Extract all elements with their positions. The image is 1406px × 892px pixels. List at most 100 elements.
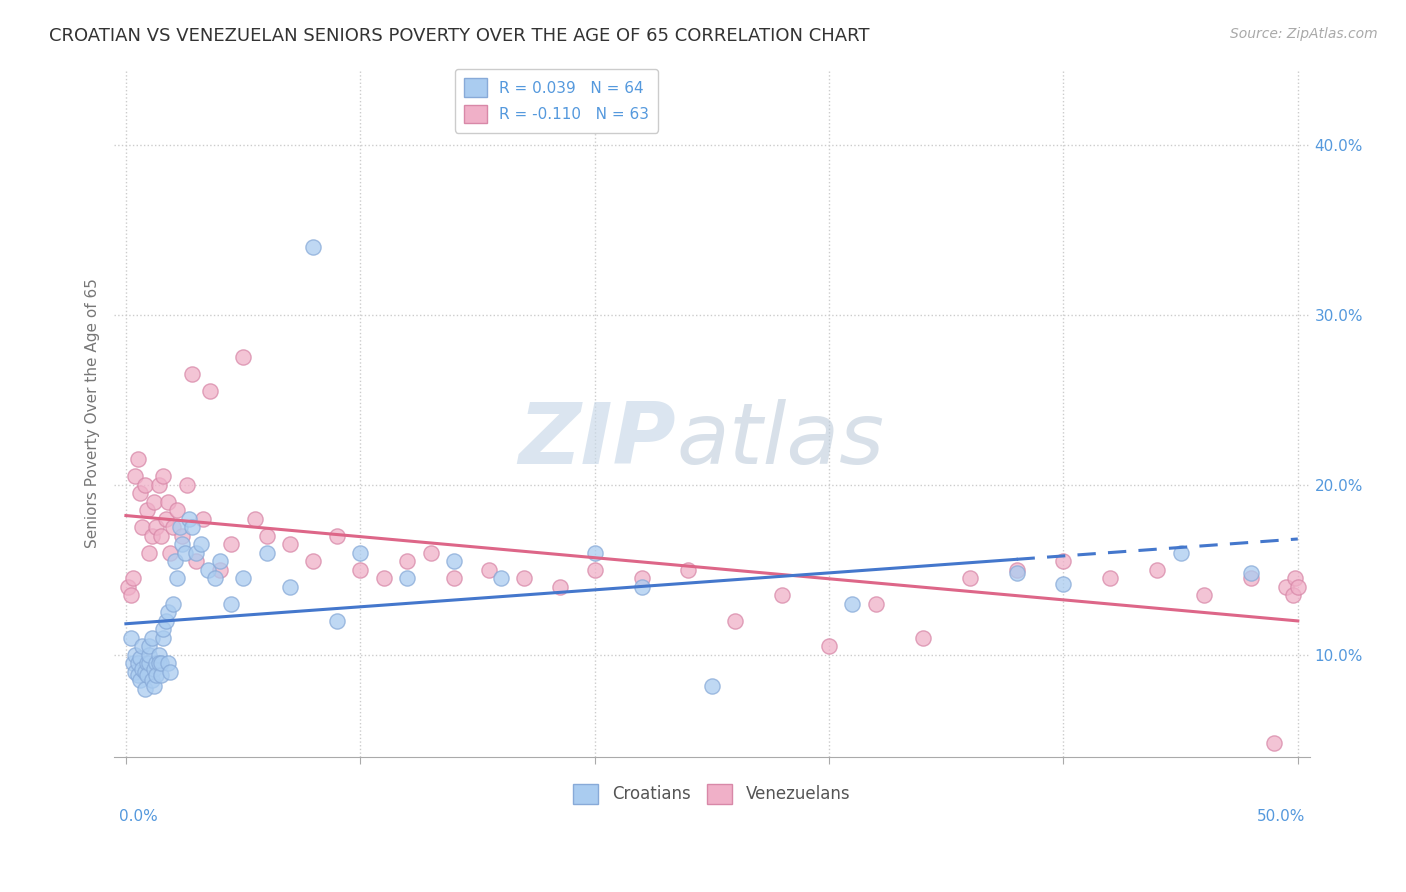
Point xyxy=(208,563,231,577)
Point xyxy=(278,537,301,551)
Point xyxy=(1284,572,1306,586)
Point xyxy=(131,520,153,534)
Point xyxy=(443,554,465,568)
Point xyxy=(190,537,212,551)
Point xyxy=(131,662,153,676)
Point xyxy=(1192,589,1215,603)
Point xyxy=(120,589,142,603)
Point xyxy=(197,563,219,577)
Point xyxy=(204,572,226,586)
Point xyxy=(152,623,174,637)
Point xyxy=(1146,563,1168,577)
Point xyxy=(302,554,325,568)
Point xyxy=(419,546,441,560)
Point xyxy=(152,631,174,645)
Point xyxy=(138,648,160,662)
Point xyxy=(349,563,371,577)
Point xyxy=(169,520,191,534)
Point xyxy=(127,657,149,671)
Point xyxy=(221,597,243,611)
Point xyxy=(136,657,159,671)
Point xyxy=(1052,554,1074,568)
Point xyxy=(1099,572,1122,586)
Text: 0.0%: 0.0% xyxy=(120,809,157,823)
Point xyxy=(256,529,278,543)
Point xyxy=(124,665,146,679)
Point xyxy=(208,554,231,568)
Point xyxy=(131,640,153,654)
Y-axis label: Seniors Poverty Over the Age of 65: Seniors Poverty Over the Age of 65 xyxy=(86,277,100,548)
Point xyxy=(443,572,465,586)
Point xyxy=(148,478,170,492)
Point xyxy=(200,384,222,399)
Point xyxy=(173,546,195,560)
Point xyxy=(129,673,152,688)
Point xyxy=(129,486,152,500)
Point xyxy=(1240,566,1263,581)
Point xyxy=(770,589,793,603)
Point xyxy=(150,529,173,543)
Point xyxy=(157,495,180,509)
Point xyxy=(186,546,208,560)
Point xyxy=(148,657,170,671)
Point xyxy=(513,572,536,586)
Point xyxy=(141,673,163,688)
Text: CROATIAN VS VENEZUELAN SENIORS POVERTY OVER THE AGE OF 65 CORRELATION CHART: CROATIAN VS VENEZUELAN SENIORS POVERTY O… xyxy=(49,27,870,45)
Point xyxy=(396,554,419,568)
Point xyxy=(145,657,167,671)
Point xyxy=(548,580,571,594)
Point xyxy=(141,631,163,645)
Point xyxy=(159,665,181,679)
Point xyxy=(583,546,606,560)
Point xyxy=(122,572,145,586)
Point xyxy=(180,368,202,382)
Point xyxy=(232,572,254,586)
Point xyxy=(1282,589,1305,603)
Point xyxy=(396,572,419,586)
Point xyxy=(162,597,184,611)
Text: ZIP: ZIP xyxy=(519,399,676,482)
Point xyxy=(157,657,180,671)
Point xyxy=(117,580,139,594)
Point xyxy=(630,580,652,594)
Point xyxy=(138,657,160,671)
Point xyxy=(959,572,981,586)
Point xyxy=(145,668,167,682)
Point xyxy=(148,648,170,662)
Point xyxy=(583,563,606,577)
Point xyxy=(1240,572,1263,586)
Point xyxy=(1170,546,1192,560)
Point xyxy=(172,529,194,543)
Point xyxy=(172,537,194,551)
Point xyxy=(176,478,198,492)
Point xyxy=(150,668,173,682)
Point xyxy=(326,529,349,543)
Point xyxy=(166,572,188,586)
Point xyxy=(186,554,208,568)
Point xyxy=(159,546,181,560)
Point xyxy=(700,679,723,693)
Point xyxy=(157,606,180,620)
Text: Source: ZipAtlas.com: Source: ZipAtlas.com xyxy=(1230,27,1378,41)
Point xyxy=(1263,736,1285,750)
Point xyxy=(1005,566,1028,581)
Point xyxy=(193,512,215,526)
Point xyxy=(136,668,159,682)
Point xyxy=(143,495,166,509)
Point xyxy=(1286,580,1309,594)
Point xyxy=(911,631,934,645)
Point xyxy=(143,679,166,693)
Point xyxy=(127,452,149,467)
Point xyxy=(179,512,201,526)
Point xyxy=(120,631,142,645)
Point xyxy=(138,640,160,654)
Point xyxy=(134,665,156,679)
Point xyxy=(122,657,145,671)
Point xyxy=(145,520,167,534)
Legend: Croatians, Venezuelans: Croatians, Venezuelans xyxy=(567,777,856,811)
Point xyxy=(166,503,188,517)
Point xyxy=(818,640,841,654)
Point xyxy=(302,240,325,254)
Point xyxy=(326,614,349,628)
Point xyxy=(143,662,166,676)
